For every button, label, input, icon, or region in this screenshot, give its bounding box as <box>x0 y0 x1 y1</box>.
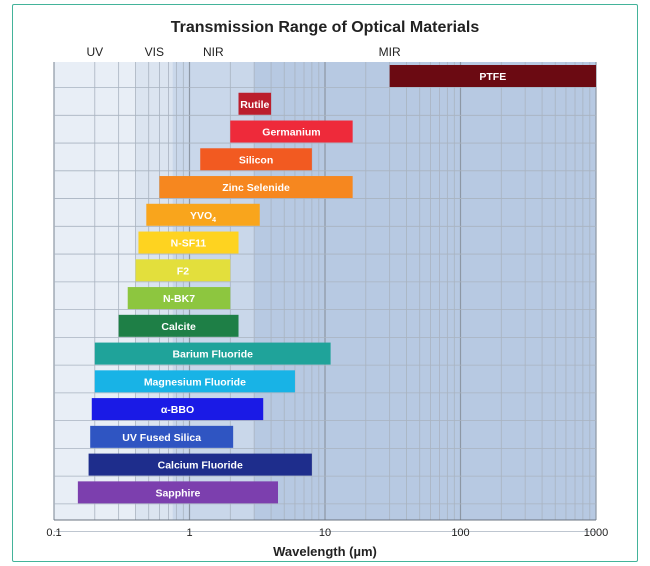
x-tick-label: 100 <box>451 527 469 539</box>
bar-bbo <box>91 398 264 421</box>
x-tick-label: 1000 <box>584 527 608 539</box>
bar-label-sapphire: Sapphire <box>155 487 200 499</box>
bar-calcite <box>118 314 239 337</box>
bar-rutile <box>238 92 272 115</box>
bar-label-f2: F2 <box>177 265 189 277</box>
bar-ptfe <box>389 65 596 87</box>
x-tick-label: 10 <box>319 527 331 539</box>
region-label-uv: UV <box>86 45 103 59</box>
bar-label-calcite: Calcite <box>161 321 196 333</box>
chart-title: Transmission Range of Optical Materials <box>171 19 480 36</box>
bar-germanium <box>230 120 353 143</box>
region-label-mir: MIR <box>379 45 401 59</box>
x-tick-label: 0.1 <box>46 527 61 539</box>
bar-zinc-selenide <box>159 176 353 199</box>
bar-n-sf11 <box>138 231 239 254</box>
bar-label-bbo: α-BBO <box>161 404 194 416</box>
bar-magnesium-fluoride <box>94 370 295 393</box>
x-tick-label: 1 <box>186 527 192 539</box>
bar-label-calcium-fluoride: Calcium Fluoride <box>158 460 243 472</box>
bar-calcium-fluoride <box>88 453 312 476</box>
bar-label-barium-fluoride: Barium Fluoride <box>172 349 253 361</box>
bar-sapphire <box>77 481 279 504</box>
bar-label-yvo: YVO4 <box>190 210 216 224</box>
bar-label-uv-fused-silica: UV Fused Silica <box>122 432 201 444</box>
region-label-nir: NIR <box>203 45 224 59</box>
bar-label-silicon: Silicon <box>239 154 273 166</box>
region-label-vis: VIS <box>145 45 164 59</box>
bar-barium-fluoride <box>94 342 331 365</box>
bar-label-magnesium-fluoride: Magnesium Fluoride <box>144 376 246 388</box>
bar-label-zinc-selenide: Zinc Selenide <box>222 182 290 194</box>
bar-label-n-sf11: N-SF11 <box>171 238 207 250</box>
bar-uv-fused-silica <box>90 425 234 448</box>
bar-label-germanium: Germanium <box>262 127 320 139</box>
bar-n-bk7 <box>127 287 231 310</box>
bar-f2 <box>135 259 231 282</box>
bar-label-ptfe: PTFE <box>479 71 506 83</box>
bar-label-n-bk7: N-BK7 <box>163 293 195 305</box>
bar-silicon <box>200 148 312 171</box>
bar-label-rutile: Rutile <box>240 99 269 111</box>
x-axis-label: Wavelength (µm) <box>273 544 377 559</box>
bar-yvo <box>146 203 260 226</box>
